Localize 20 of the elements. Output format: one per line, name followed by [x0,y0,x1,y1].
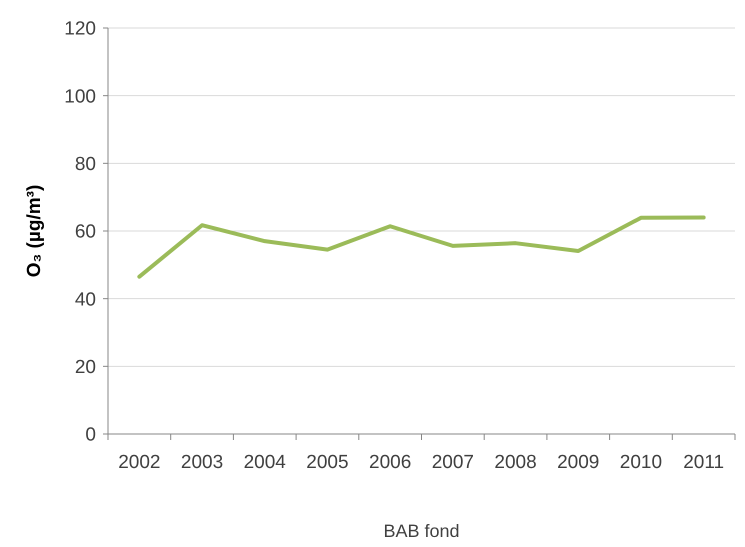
y-tick-label: 80 [74,154,96,175]
line-series [137,215,706,279]
x-tick-label: 2008 [494,452,537,473]
x-tick-label: 2005 [306,452,349,473]
y-tick-label: 60 [74,222,96,243]
x-tick-label: 2007 [432,452,474,473]
y-tick-label: 100 [64,86,96,108]
y-tick-label: 20 [74,356,96,378]
x-tick-label: 2003 [180,452,224,473]
y-tick-label: 0 [85,424,96,446]
x-tick-label: 2010 [620,452,662,473]
x-axis-title: BAB fond [383,521,460,541]
y-axis-title: O₃ (µg/m³) [24,184,45,278]
x-tick-label: 2011 [683,452,724,473]
x-tick-label: 2004 [244,452,286,473]
x-tick-label: 2009 [557,452,600,473]
y-tick-label: 120 [64,18,96,40]
y-tick-label: 40 [74,289,96,310]
x-tick-label: 2006 [369,452,412,473]
x-tick-label: 2002 [118,452,160,473]
